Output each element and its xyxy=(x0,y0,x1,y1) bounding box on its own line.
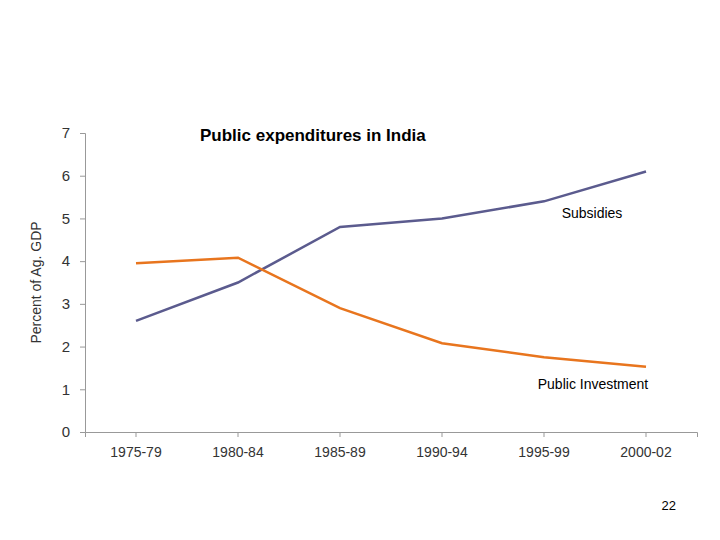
title: Public expenditures in India xyxy=(200,126,426,145)
x-tick-mark xyxy=(442,432,443,437)
x-tick-mark xyxy=(340,432,341,437)
plot-area xyxy=(136,171,646,366)
y-tick-label: 0 xyxy=(62,423,70,440)
x-tick-mark xyxy=(238,432,239,437)
y-tick: 2 xyxy=(62,338,85,355)
x-tick: 1985-89 xyxy=(314,432,366,460)
chart: Public expenditures in India 0 1 2 3 4 5 6 7 1975… xyxy=(0,0,720,540)
y-axis: 0 1 2 3 4 5 6 7 xyxy=(62,124,86,440)
x-tick-label: 1985-89 xyxy=(314,444,366,460)
y-tick-label: 4 xyxy=(62,252,70,269)
x-tick: 2000-02 xyxy=(620,432,672,460)
y-tick-label: 7 xyxy=(62,124,70,141)
y-axis-line xyxy=(80,134,86,433)
x-tick-label: 1990-94 xyxy=(416,444,468,460)
x-axis: 1975-79 1980-84 1985-89 1990-94 1995-99 2000-… xyxy=(86,432,698,460)
x-tick-label: 1980-84 xyxy=(212,444,264,460)
series-label: Subsidies xyxy=(562,205,623,221)
x-tick-mark xyxy=(544,432,545,437)
x-tick-mark xyxy=(646,432,647,437)
y-tick: 7 xyxy=(62,124,85,141)
series-label: Public Investment xyxy=(538,376,649,392)
x-tick: 1995-99 xyxy=(518,432,570,460)
y-tick-mark xyxy=(80,304,85,305)
y-tick: 0 xyxy=(62,423,85,440)
y-tick: 4 xyxy=(62,252,85,269)
y-tick: 5 xyxy=(62,210,85,227)
y-tick-mark xyxy=(80,347,85,348)
x-tick-label: 1995-99 xyxy=(518,444,570,460)
x-tick: 1990-94 xyxy=(416,432,468,460)
y-tick-label: 5 xyxy=(62,210,70,227)
y-tick-label: 2 xyxy=(62,338,70,355)
y-tick-mark xyxy=(80,133,85,134)
y-tick: 1 xyxy=(62,381,85,398)
y-tick-label: 6 xyxy=(62,167,70,184)
y-tick-mark xyxy=(80,176,85,177)
y-tick-mark xyxy=(80,218,85,219)
y-tick-label: 1 xyxy=(62,381,70,398)
x-tick: 1975-79 xyxy=(110,432,162,460)
y-axis-title: Percent of Ag. GDP xyxy=(28,221,44,343)
x-tick-label: 1975-79 xyxy=(110,444,162,460)
y-tick: 6 xyxy=(62,167,85,184)
x-tick: 1980-84 xyxy=(212,432,264,460)
y-tick-mark xyxy=(80,432,85,433)
y-tick-mark xyxy=(80,261,85,262)
y-tick: 3 xyxy=(62,295,85,312)
x-tick-mark xyxy=(136,432,137,437)
y-tick-label: 3 xyxy=(62,295,70,312)
x-tick-label: 2000-02 xyxy=(620,444,672,460)
series-line xyxy=(136,171,646,321)
x-axis-line xyxy=(86,433,698,438)
y-tick-mark xyxy=(80,389,85,390)
page-number: 22 xyxy=(662,498,676,513)
series-line xyxy=(136,258,646,367)
